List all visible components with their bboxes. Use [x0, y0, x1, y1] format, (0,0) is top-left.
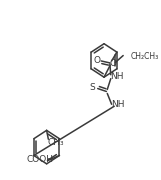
Text: NH: NH	[110, 72, 124, 81]
Text: CH₂CH₃: CH₂CH₃	[130, 52, 158, 61]
Text: O: O	[93, 57, 100, 66]
Text: S: S	[90, 83, 95, 92]
Text: O: O	[109, 59, 116, 68]
Text: CH₃: CH₃	[47, 138, 64, 147]
Text: NH: NH	[111, 100, 124, 109]
Text: COOH: COOH	[27, 155, 54, 164]
